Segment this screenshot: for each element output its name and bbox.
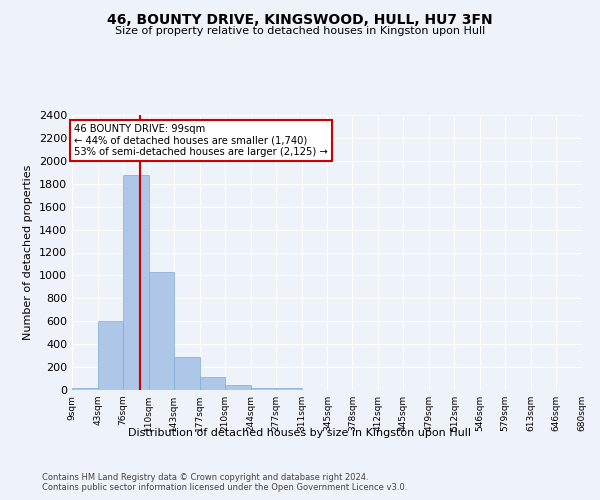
Y-axis label: Number of detached properties: Number of detached properties [23, 165, 34, 340]
Bar [225, 386, 251, 390]
Bar [251, 388, 275, 390]
Text: Contains public sector information licensed under the Open Government Licence v3: Contains public sector information licen… [42, 482, 407, 492]
Bar [98, 322, 123, 390]
Text: Size of property relative to detached houses in Kingston upon Hull: Size of property relative to detached ho… [115, 26, 485, 36]
Text: 46 BOUNTY DRIVE: 99sqm
← 44% of detached houses are smaller (1,740)
53% of semi-: 46 BOUNTY DRIVE: 99sqm ← 44% of detached… [74, 124, 328, 158]
Text: Distribution of detached houses by size in Kingston upon Hull: Distribution of detached houses by size … [128, 428, 472, 438]
Bar [275, 388, 302, 390]
Text: Contains HM Land Registry data © Crown copyright and database right 2024.: Contains HM Land Registry data © Crown c… [42, 472, 368, 482]
Bar [149, 272, 174, 390]
Text: 46, BOUNTY DRIVE, KINGSWOOD, HULL, HU7 3FN: 46, BOUNTY DRIVE, KINGSWOOD, HULL, HU7 3… [107, 12, 493, 26]
Bar [72, 388, 98, 390]
Bar [174, 357, 200, 390]
Bar [200, 377, 225, 390]
Bar [123, 174, 149, 390]
